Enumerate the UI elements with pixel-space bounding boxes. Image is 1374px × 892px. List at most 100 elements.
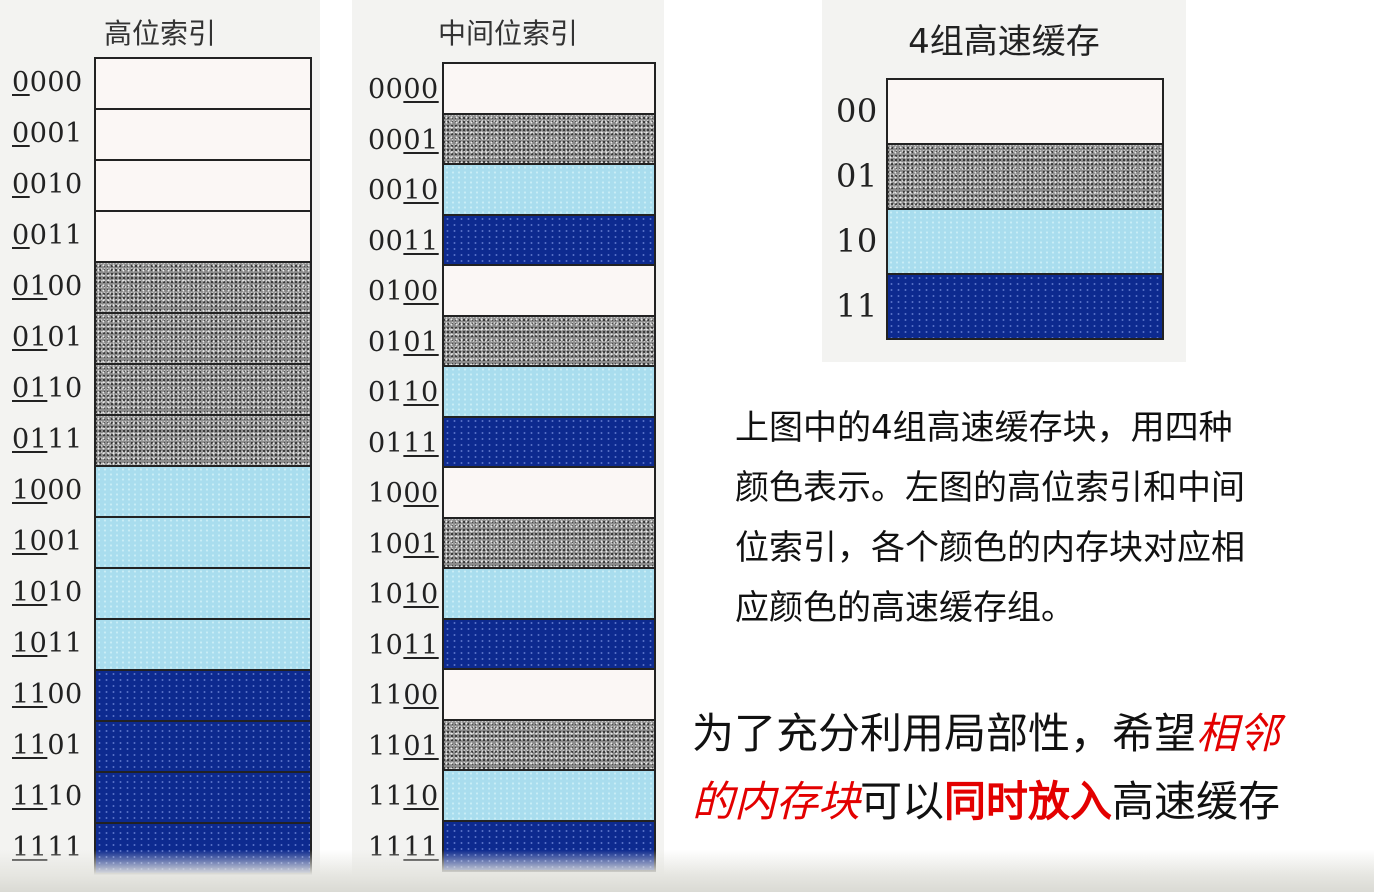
- cache-set-block-gray: [886, 143, 1164, 210]
- index-label-suffix: 10: [47, 781, 83, 812]
- index-label-underlined-bits: 00: [403, 478, 439, 509]
- index-label-prefix: 01: [368, 377, 404, 408]
- index-label: 0110: [12, 373, 83, 404]
- index-row: 1101: [352, 718, 664, 771]
- index-label-underlined-bits: 11: [12, 781, 48, 812]
- index-label-underlined-bits: 01: [12, 373, 48, 404]
- index-row: 0110: [352, 365, 664, 418]
- index-label-underlined-bits: 0: [12, 67, 30, 98]
- index-label-suffix: 10: [47, 577, 83, 608]
- cache-row: 11: [822, 273, 1186, 340]
- conclusion-plain: 高速缓存: [1112, 777, 1281, 826]
- index-label: 0000: [12, 67, 83, 98]
- index-label-underlined-bits: 01: [12, 424, 48, 455]
- index-row: 0111: [0, 414, 320, 467]
- index-label-prefix: 11: [368, 680, 404, 711]
- index-row: 0001: [0, 108, 320, 161]
- index-label-underlined-bits: 10: [12, 526, 48, 557]
- conclusion-highlight-simultaneous: 同时放入: [944, 777, 1113, 826]
- index-label-underlined-bits: 10: [12, 628, 48, 659]
- index-row: 1010: [0, 567, 320, 620]
- memory-block-light: [442, 365, 656, 418]
- conclusion-highlight-adjacent: 相邻: [1196, 709, 1281, 758]
- memory-block-navy: [442, 617, 656, 670]
- index-label: 1110: [12, 781, 83, 812]
- index-label: 1011: [368, 630, 439, 661]
- index-label-suffix: 01: [47, 526, 83, 557]
- memory-block-light: [442, 163, 656, 216]
- explanation-line: 应颜色的高速缓存组。: [735, 588, 1075, 628]
- index-row: 0010: [352, 163, 664, 216]
- memory-block-white: [442, 264, 656, 317]
- index-row: 0100: [0, 261, 320, 314]
- memory-block-white: [94, 159, 312, 212]
- background-ground: [0, 850, 1374, 892]
- index-row: 0110: [0, 363, 320, 416]
- index-label: 1001: [12, 526, 83, 557]
- index-label-suffix: 11: [47, 628, 83, 659]
- middle-index-title: 中间位索引: [437, 17, 578, 50]
- index-label-underlined-bits: 01: [403, 124, 439, 156]
- index-label-suffix: 01: [47, 730, 83, 761]
- memory-block-gray: [442, 718, 656, 771]
- conclusion-line-2: 的内存块可以同时放入高速缓存: [692, 768, 1372, 836]
- index-row: 0101: [0, 312, 320, 365]
- index-label-underlined-bits: 10: [12, 475, 48, 506]
- index-label: 1001: [368, 529, 439, 560]
- index-row: 1001: [352, 516, 664, 569]
- index-label-underlined-bits: 10: [403, 579, 439, 610]
- index-label-underlined-bits: 10: [403, 781, 439, 812]
- index-label-underlined-bits: 01: [403, 326, 439, 358]
- conclusion-plain: 为了充分利用局部性，希望: [692, 709, 1197, 758]
- index-label-underlined-bits: 00: [403, 276, 439, 307]
- index-label: 0110: [368, 377, 439, 408]
- conclusion-line-1: 为了充分利用局部性，希望相邻: [692, 700, 1372, 768]
- index-label: 0100: [368, 276, 439, 307]
- index-label-suffix: 00: [47, 475, 83, 506]
- cache-set-block-white: [886, 78, 1164, 145]
- index-label: 1100: [368, 680, 439, 711]
- index-row: 1100: [352, 668, 664, 721]
- index-label-underlined-bits: 11: [12, 679, 48, 710]
- index-label-prefix: 01: [368, 326, 404, 358]
- explanation-text: 上图中的4组高速缓存块，用四种 颜色表示。左图的高位索引和中间 位索引，各个颜色…: [735, 398, 1355, 638]
- index-label: 1010: [12, 577, 83, 608]
- index-label-prefix: 10: [368, 478, 404, 509]
- index-label-prefix: 10: [368, 579, 404, 610]
- index-label-prefix: 11: [368, 781, 404, 812]
- index-label: 0010: [368, 175, 439, 206]
- index-row: 0001: [352, 112, 664, 165]
- index-label-underlined-bits: 0: [12, 118, 30, 149]
- index-label-underlined-bits: 0: [12, 169, 30, 200]
- middle-index-panel: 中间位索引 0000 0001 0010 0011 0100 0101 0110 0111 10…: [352, 0, 664, 880]
- index-label: 0001: [368, 125, 439, 156]
- memory-block-light: [442, 567, 656, 620]
- cache-rows: 00 01 10 11: [822, 78, 1186, 342]
- memory-block-white: [442, 466, 656, 519]
- cache-panel: 4组高速缓存 00 01 10 11: [822, 0, 1186, 362]
- index-label: 1101: [368, 731, 439, 762]
- index-row: 1000: [0, 465, 320, 518]
- cache-row: 10: [822, 208, 1186, 275]
- middle-index-rows: 0000 0001 0010 0011 0100 0101 0110 0111 1000 1001…: [352, 62, 664, 877]
- index-label-suffix: 000: [29, 67, 83, 98]
- high-index-rows: 0000 0001 0010 0011 0100 0101 0110 0111 1000 1001…: [0, 57, 320, 877]
- index-label: 0111: [12, 424, 83, 455]
- index-label: 1000: [368, 478, 439, 509]
- index-label-suffix: 001: [29, 118, 83, 149]
- index-label: 1011: [12, 628, 83, 659]
- index-row: 1100: [0, 669, 320, 722]
- index-label-underlined-bits: 10: [403, 377, 439, 408]
- index-label: 0100: [12, 271, 83, 302]
- memory-block-white: [94, 57, 312, 110]
- index-label-suffix: 01: [47, 322, 83, 353]
- index-label-underlined-bits: 01: [403, 730, 439, 762]
- index-label: 0101: [368, 327, 439, 358]
- index-row: 0111: [352, 415, 664, 468]
- index-label-prefix: 00: [368, 124, 404, 156]
- index-label-suffix: 00: [47, 271, 83, 302]
- index-row: 0100: [352, 264, 664, 317]
- memory-block-white: [94, 210, 312, 263]
- index-label: 1000: [12, 475, 83, 506]
- memory-block-gray: [442, 314, 656, 367]
